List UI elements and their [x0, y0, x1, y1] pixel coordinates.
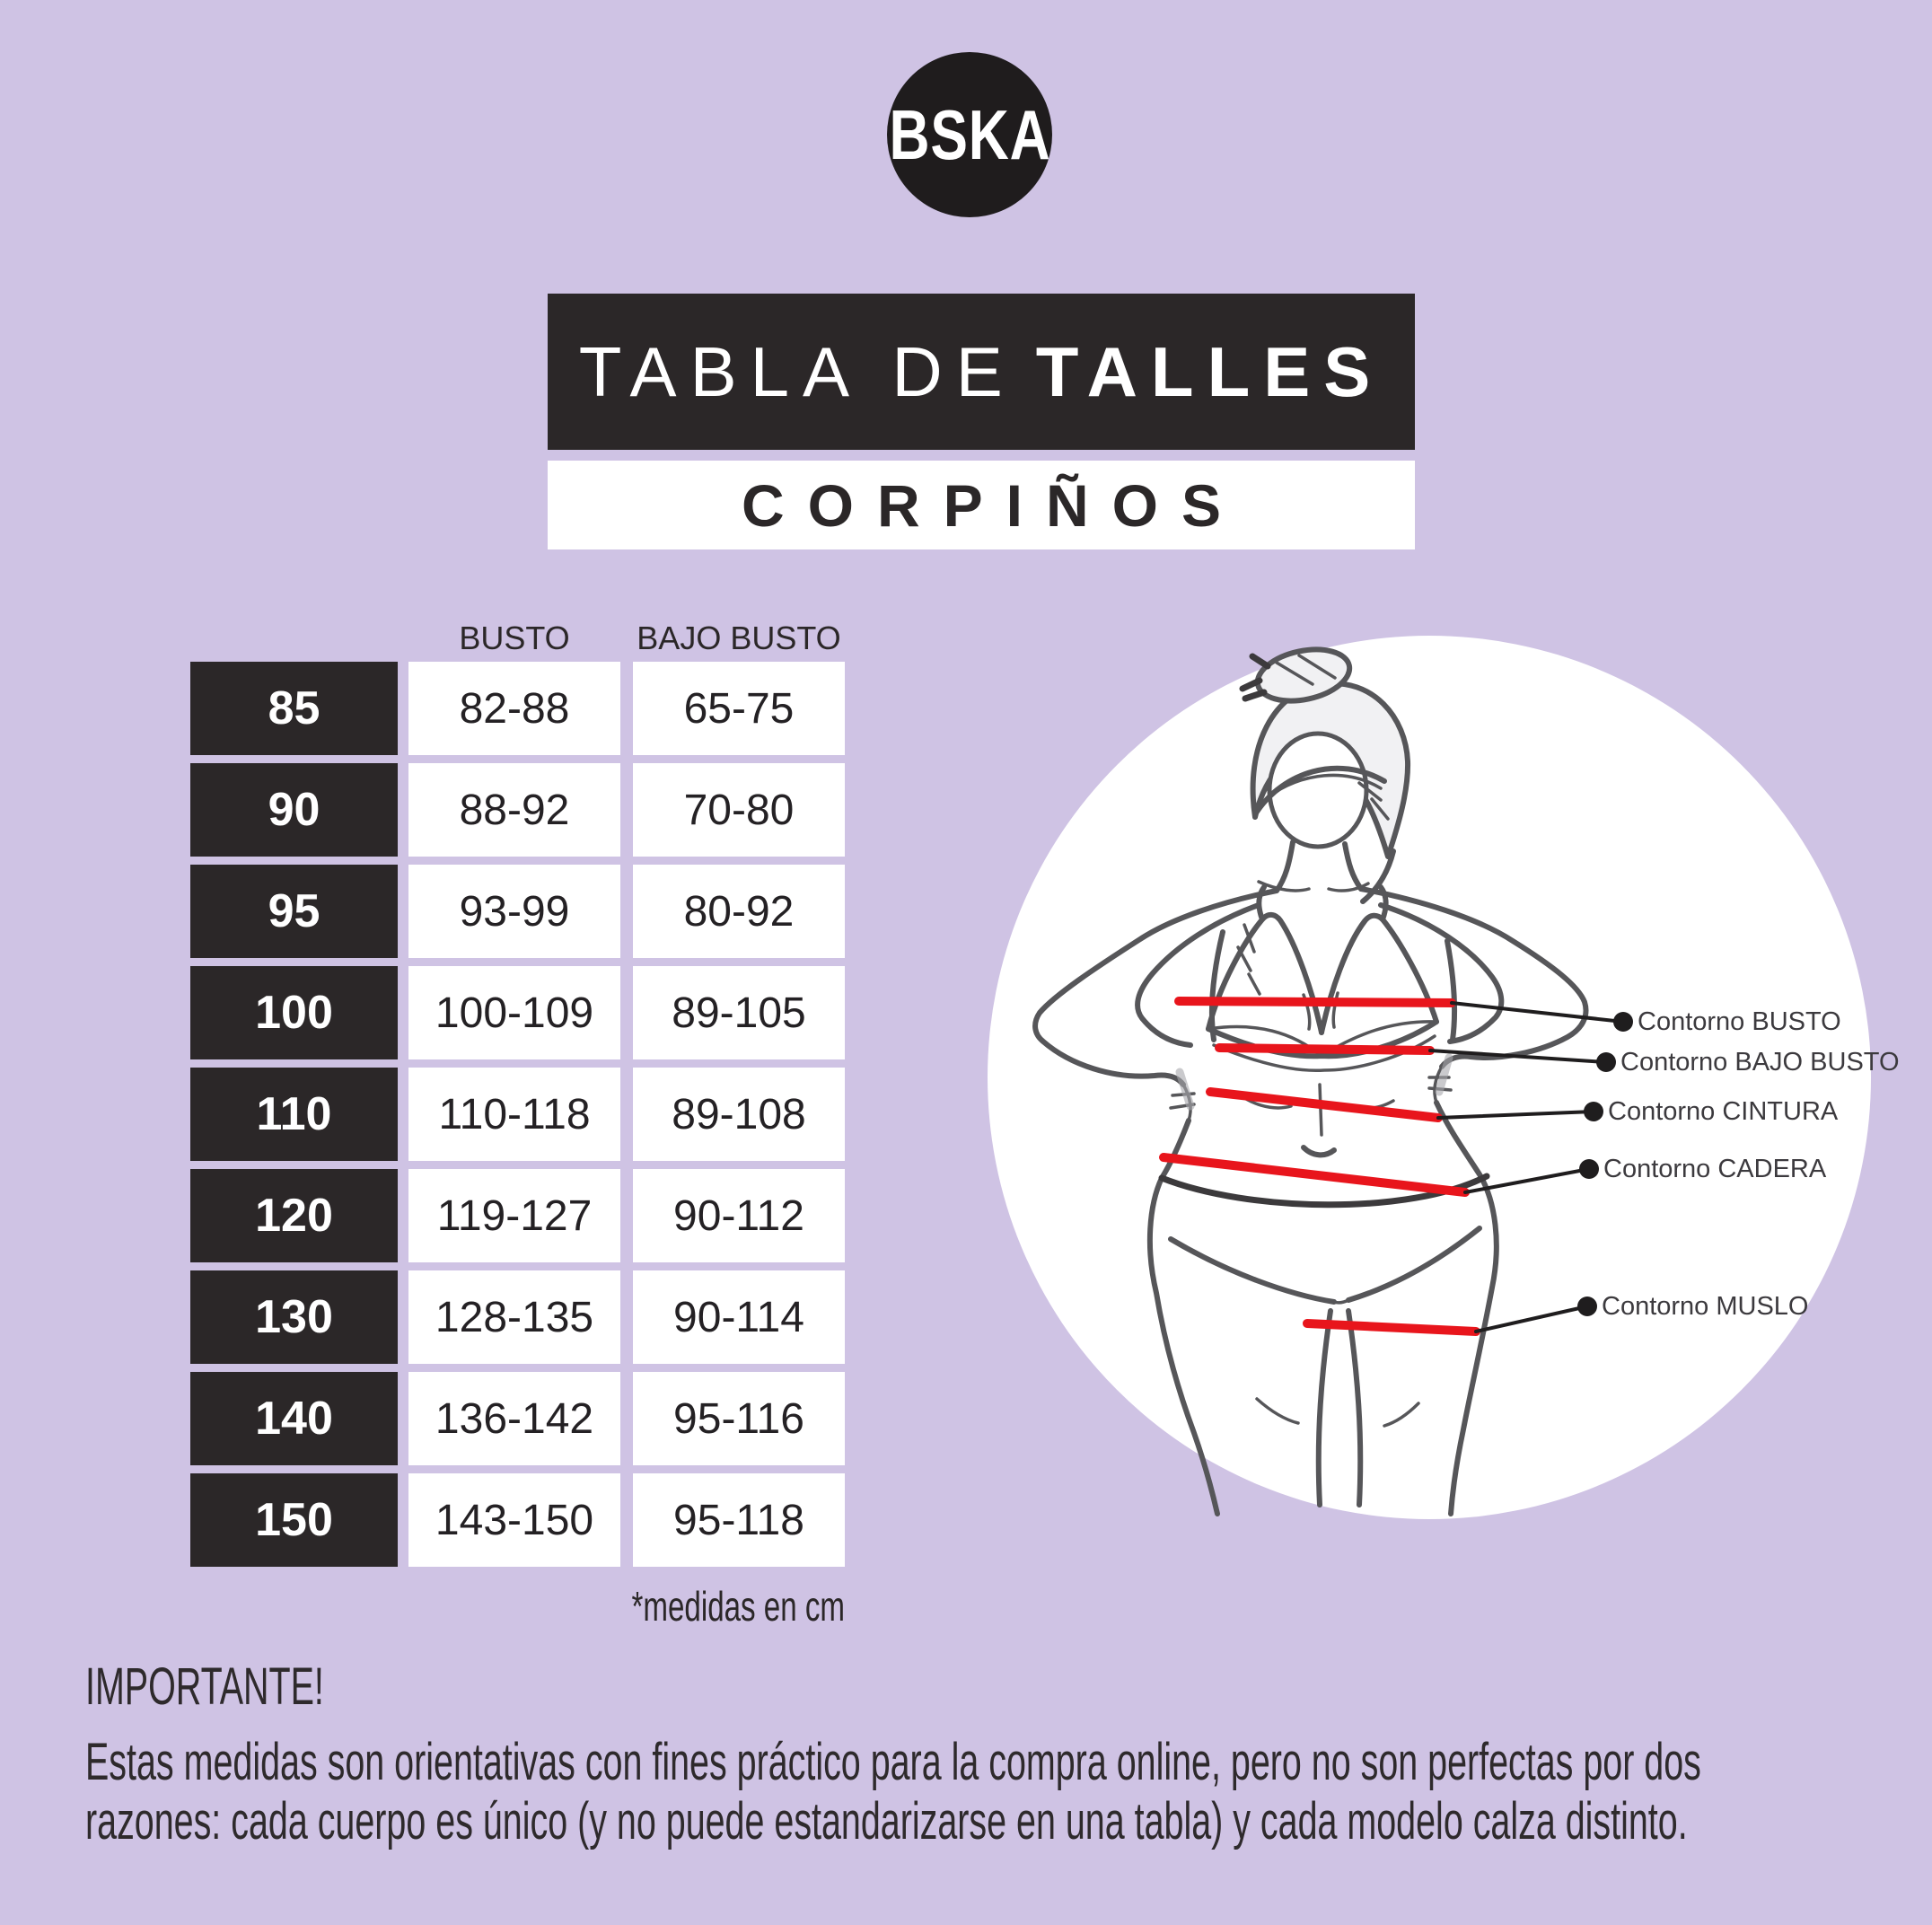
contorno-label-text: Contorno MUSLO — [1602, 1291, 1809, 1321]
measurement-diagram — [988, 636, 1871, 1519]
thigh-connector — [1474, 1305, 1589, 1333]
table-row: 150 143-150 95-118 — [190, 1473, 845, 1567]
connector-lines — [1428, 1001, 1625, 1333]
size-cell: 95 — [190, 865, 398, 958]
label-contorno-bajo-busto: Contorno BAJO BUSTO — [1596, 1047, 1900, 1077]
footer-line-2: razones: cada cuerpo es único (y no pued… — [85, 1792, 1688, 1850]
underbust-measure-line — [1215, 1043, 1435, 1055]
measure-lines — [1159, 997, 1480, 1336]
bajo-busto-cell: 65-75 — [633, 662, 845, 755]
table-row: 100 100-109 89-105 — [190, 966, 845, 1059]
label-contorno-muslo: Contorno MUSLO — [1577, 1291, 1809, 1322]
waist-measure-line — [1206, 1087, 1443, 1122]
footer-line-1: Estas medidas son orientativas con fines… — [85, 1733, 1701, 1791]
table-row: 85 82-88 65-75 — [190, 662, 845, 755]
size-cell: 110 — [190, 1068, 398, 1161]
size-table: 85 82-88 65-75 90 88-92 70-80 95 93-99 8… — [190, 662, 845, 1575]
table-row: 95 93-99 80-92 — [190, 865, 845, 958]
table-header-row: BUSTO BAJO BUSTO — [190, 620, 845, 661]
dot-icon — [1579, 1159, 1599, 1179]
dot-icon — [1596, 1052, 1616, 1072]
title-bold: TALLES — [1035, 331, 1384, 411]
hip-measure-line — [1159, 1153, 1470, 1197]
size-cell: 150 — [190, 1473, 398, 1567]
busto-cell: 143-150 — [408, 1473, 620, 1567]
bajo-busto-cell: 95-116 — [633, 1372, 845, 1465]
dot-icon — [1613, 1012, 1633, 1032]
busto-cell: 119-127 — [408, 1169, 620, 1262]
table-row: 140 136-142 95-116 — [190, 1372, 845, 1465]
subtitle-banner: CORPIÑOS — [548, 461, 1415, 549]
contorno-label-text: Contorno CINTURA — [1608, 1096, 1839, 1126]
title-light: TABLA DE — [578, 331, 1016, 411]
contorno-label-text: Contorno BUSTO — [1638, 1006, 1841, 1036]
table-row: 110 110-118 89-108 — [190, 1068, 845, 1161]
brand-logo: BSKA — [887, 52, 1052, 217]
busto-cell: 82-88 — [408, 662, 620, 755]
header-busto: BUSTO — [459, 620, 570, 656]
thigh-measure-line — [1303, 1319, 1480, 1336]
busto-cell: 128-135 — [408, 1270, 620, 1364]
bajo-busto-cell: 95-118 — [633, 1473, 845, 1567]
bust-measure-line — [1174, 997, 1456, 1007]
busto-cell: 100-109 — [408, 966, 620, 1059]
underbust-connector — [1428, 1049, 1608, 1064]
bajo-busto-cell: 80-92 — [633, 865, 845, 958]
bajo-busto-cell: 90-112 — [633, 1169, 845, 1262]
header-bajo-busto: BAJO BUSTO — [637, 620, 841, 656]
contorno-label-text: Contorno BAJO BUSTO — [1620, 1047, 1900, 1077]
bajo-busto-cell: 89-108 — [633, 1068, 845, 1161]
table-row: 90 88-92 70-80 — [190, 763, 845, 857]
busto-cell: 93-99 — [408, 865, 620, 958]
woman-line-art — [1032, 646, 1589, 1516]
hip-connector — [1463, 1167, 1591, 1194]
label-contorno-cintura: Contorno CINTURA — [1584, 1096, 1838, 1127]
size-cell: 140 — [190, 1372, 398, 1465]
size-cell: 130 — [190, 1270, 398, 1364]
size-cell: 90 — [190, 763, 398, 857]
footer-heading: IMPORTANTE! — [85, 1657, 324, 1716]
label-contorno-busto: Contorno BUSTO — [1613, 1006, 1841, 1037]
busto-cell: 136-142 — [408, 1372, 620, 1465]
bajo-busto-cell: 89-105 — [633, 966, 845, 1059]
busto-cell: 88-92 — [408, 763, 620, 857]
label-contorno-cadera: Contorno CADERA — [1579, 1154, 1826, 1184]
table-row: 130 128-135 90-114 — [190, 1270, 845, 1364]
contorno-label-text: Contorno CADERA — [1603, 1154, 1827, 1183]
waist-connector — [1436, 1110, 1595, 1120]
dot-icon — [1584, 1102, 1603, 1121]
size-cell: 85 — [190, 662, 398, 755]
units-note: *medidas en cm — [631, 1583, 845, 1630]
size-cell: 120 — [190, 1169, 398, 1262]
title-banner: TABLA DE TALLES — [548, 294, 1415, 450]
bajo-busto-cell: 70-80 — [633, 763, 845, 857]
size-cell: 100 — [190, 966, 398, 1059]
bajo-busto-cell: 90-114 — [633, 1270, 845, 1364]
header-spacer — [190, 620, 408, 661]
subtitle-text: CORPIÑOS — [741, 471, 1245, 539]
bust-connector — [1450, 1001, 1625, 1024]
brand-logo-text: BSKA — [889, 94, 1051, 174]
footer-disclaimer: IMPORTANTE! Estas medidas son orientativ… — [85, 1657, 1701, 1851]
table-row: 120 119-127 90-112 — [190, 1169, 845, 1262]
dot-icon — [1577, 1297, 1597, 1316]
busto-cell: 110-118 — [408, 1068, 620, 1161]
